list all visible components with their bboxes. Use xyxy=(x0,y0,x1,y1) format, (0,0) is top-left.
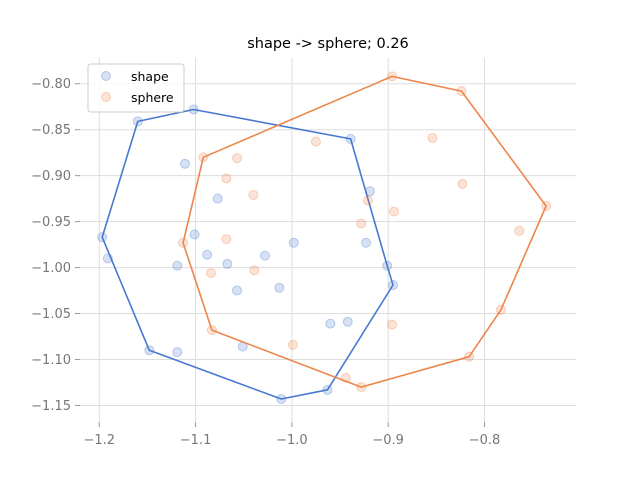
y-axis: −0.80 −0.85 −0.90 −0.95 −1.00 −1.05 −1.10 −1.15 xyxy=(31,77,80,414)
sphere-point xyxy=(248,189,259,200)
y-tick-label: −0.90 xyxy=(31,169,71,184)
shape-point xyxy=(274,282,285,293)
shape-point xyxy=(212,193,223,204)
sphere-point xyxy=(221,234,232,245)
chart-title: shape -> sphere; 0.26 xyxy=(247,36,409,52)
sphere-point xyxy=(221,173,232,184)
sphere-point xyxy=(388,206,399,217)
shape-point xyxy=(342,316,353,327)
sphere-point xyxy=(356,218,367,229)
y-tick-label: −1.05 xyxy=(31,307,71,322)
sphere-point xyxy=(427,132,438,143)
sphere-point xyxy=(362,195,373,206)
sphere-point xyxy=(249,265,260,276)
legend-box xyxy=(87,63,185,113)
x-tick-label: −1.1 xyxy=(180,433,212,448)
shape-point xyxy=(189,229,200,240)
y-tick-label: −1.00 xyxy=(31,261,71,276)
sphere-point xyxy=(231,153,242,164)
legend-marker-shape xyxy=(101,71,111,81)
sphere-hull-line xyxy=(182,75,547,388)
shape-point xyxy=(172,260,183,271)
sphere-point xyxy=(287,339,298,350)
series-shape xyxy=(97,104,399,405)
shape-point xyxy=(172,347,183,358)
shape-hull-line xyxy=(101,108,394,400)
x-tick-label: −1.2 xyxy=(83,433,115,448)
y-tick-label: −0.80 xyxy=(31,77,71,92)
legend-marker-sphere xyxy=(101,92,111,102)
x-tick-label: −0.9 xyxy=(372,433,404,448)
shape-point xyxy=(231,285,242,296)
y-tick-label: −0.85 xyxy=(31,123,71,138)
sphere-point xyxy=(514,225,525,236)
sphere-point xyxy=(387,319,398,330)
sphere-point xyxy=(457,178,468,189)
shape-point xyxy=(202,249,213,260)
x-tick-label: −1.0 xyxy=(276,433,308,448)
shape-point xyxy=(259,250,270,261)
series-sphere xyxy=(178,71,552,393)
x-axis: −1.2 −1.1 −1.0 −0.9 −0.8 xyxy=(83,422,500,448)
x-tick-label: −0.8 xyxy=(469,433,501,448)
y-tick-label: −1.15 xyxy=(31,399,71,414)
y-tick-label: −1.10 xyxy=(31,353,71,368)
shape-point xyxy=(325,318,336,329)
shape-point xyxy=(361,237,372,248)
sphere-point xyxy=(205,268,216,279)
shape-point xyxy=(179,158,190,169)
sphere-point xyxy=(310,136,321,147)
legend: shape sphere xyxy=(87,63,185,113)
shape-point xyxy=(222,258,233,269)
plot-area xyxy=(97,71,552,405)
legend-label-shape: shape xyxy=(131,69,169,84)
y-tick-label: −0.95 xyxy=(31,215,71,230)
grid-lines xyxy=(80,58,576,422)
shape-point xyxy=(288,237,299,248)
legend-label-sphere: sphere xyxy=(131,90,174,105)
